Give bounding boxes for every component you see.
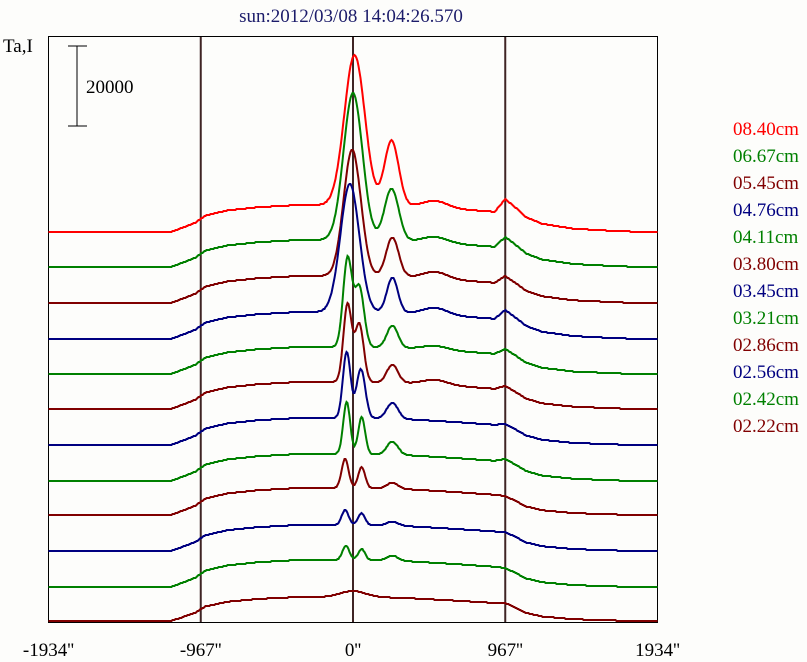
trace-02-86cm (48, 458, 658, 516)
scale-bar: 20000 (68, 45, 134, 127)
trace-03-45cm (48, 350, 658, 446)
trace-04-76cm (48, 183, 658, 340)
legend-entry: 02.56cm (733, 362, 799, 383)
legend-entry: 02.86cm (733, 335, 799, 356)
trace-02-56cm (48, 509, 658, 552)
chart-title: sun:2012/03/08 14:04:26.570 (239, 6, 463, 27)
legend-entry: 03.80cm (733, 254, 799, 275)
trace-05-45cm (48, 149, 658, 304)
x-tick-label: -1934'' (23, 640, 74, 661)
trace-03-80cm (48, 301, 658, 410)
scale-bar-label: 20000 (86, 77, 134, 98)
plot-frame (48, 36, 658, 623)
trace-03-21cm (48, 400, 658, 482)
y-axis-label: Ta,I (3, 36, 33, 57)
trace-04-11cm (48, 254, 658, 375)
x-tick-label: 1934'' (635, 640, 680, 661)
legend-entry: 04.11cm (733, 227, 798, 248)
x-tick-label: -967'' (180, 640, 222, 661)
trace-02-42cm (48, 545, 658, 588)
legend-entry: 04.76cm (733, 200, 799, 221)
legend-entry: 05.45cm (733, 173, 799, 194)
legend-entry: 03.21cm (733, 308, 799, 329)
trace-02-22cm (48, 590, 658, 622)
trace-08-40cm (48, 53, 658, 233)
x-tick-label: 967'' (488, 640, 523, 661)
legend-entry: 08.40cm (733, 119, 799, 140)
legend-entry: 02.22cm (733, 416, 799, 437)
legend-entry: 03.45cm (733, 281, 799, 302)
trace-06-67cm (48, 92, 658, 268)
legend-entry: 06.67cm (733, 146, 799, 167)
legend-entry: 02.42cm (733, 389, 799, 410)
x-tick-label: 0'' (345, 640, 361, 661)
